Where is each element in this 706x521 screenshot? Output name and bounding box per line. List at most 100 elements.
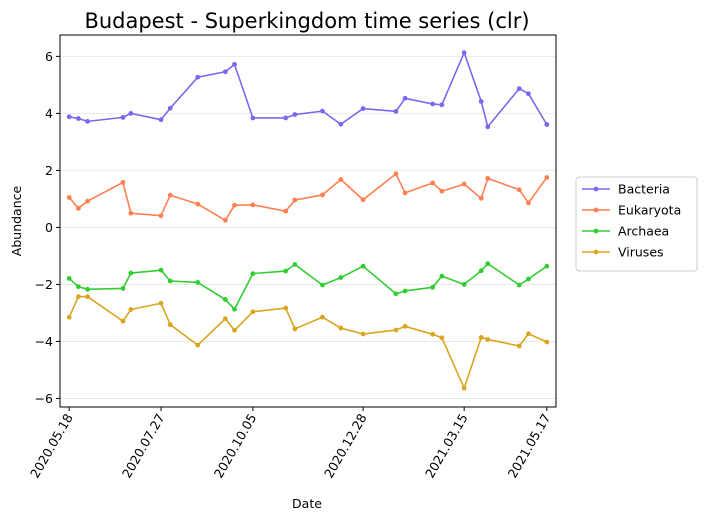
- data-point-bacteria: [360, 106, 366, 111]
- data-point-bacteria: [439, 102, 445, 108]
- data-point-archaea: [85, 286, 90, 292]
- data-point-eukaryota: [402, 190, 408, 196]
- data-point-bacteria: [195, 74, 201, 80]
- series-viruses: [66, 294, 550, 391]
- y-tick-label: −2: [35, 277, 53, 292]
- data-point-archaea: [292, 262, 298, 267]
- data-point-bacteria: [544, 122, 550, 127]
- data-point-bacteria: [461, 50, 467, 56]
- data-point-archaea: [461, 282, 467, 287]
- x-tick-label: 2021.03.15: [422, 411, 471, 480]
- data-point-viruses: [283, 305, 289, 311]
- data-point-eukaryota: [360, 197, 366, 203]
- data-point-bacteria: [120, 114, 126, 120]
- y-axis-label: Abundance: [9, 185, 24, 256]
- data-point-eukaryota: [526, 200, 531, 206]
- data-point-archaea: [544, 263, 550, 269]
- data-point-eukaryota: [461, 181, 467, 187]
- data-point-bacteria: [526, 91, 531, 97]
- x-axis: 2020.05.18 2020.07.27 2020.10.05 2020.12.28…: [27, 407, 553, 480]
- data-point-eukaryota: [430, 180, 436, 186]
- data-point-eukaryota: [128, 210, 134, 216]
- data-point-viruses: [222, 316, 228, 322]
- legend-marker-bacteria: [593, 186, 599, 192]
- data-point-eukaryota: [292, 197, 298, 203]
- x-tick-label: 2020.10.05: [211, 411, 260, 480]
- x-tick-label: 2020.12.28: [321, 411, 370, 481]
- plot-frame: [59, 34, 557, 408]
- data-point-eukaryota: [544, 175, 550, 180]
- data-point-bacteria: [516, 86, 522, 91]
- data-point-bacteria: [167, 105, 173, 111]
- data-point-archaea: [338, 275, 344, 280]
- data-point-viruses: [402, 323, 408, 329]
- data-point-bacteria: [128, 110, 134, 116]
- data-point-archaea: [402, 288, 408, 294]
- data-point-viruses: [250, 309, 256, 315]
- data-point-viruses: [439, 335, 445, 341]
- data-point-archaea: [195, 280, 201, 285]
- data-point-eukaryota: [222, 217, 228, 223]
- data-point-eukaryota: [439, 188, 445, 194]
- data-point-archaea: [66, 276, 72, 281]
- data-point-eukaryota: [195, 201, 201, 207]
- data-point-archaea: [167, 278, 173, 284]
- data-point-bacteria: [75, 116, 81, 121]
- data-point-archaea: [158, 267, 164, 273]
- legend-label-bacteria: Bacteria: [618, 182, 670, 197]
- series-layer: [66, 50, 550, 391]
- series-line-archaea: [68, 262, 548, 311]
- series-bacteria: [66, 50, 550, 130]
- y-tick-label: −6: [35, 391, 53, 406]
- data-point-archaea: [516, 282, 522, 288]
- data-point-viruses: [195, 342, 201, 348]
- data-point-eukaryota: [283, 208, 289, 214]
- data-point-archaea: [478, 268, 484, 274]
- legend-marker-eukaryota: [593, 207, 599, 213]
- data-point-viruses: [526, 331, 531, 337]
- data-point-bacteria: [430, 101, 436, 107]
- data-point-viruses: [66, 314, 72, 320]
- data-point-eukaryota: [167, 192, 173, 198]
- series-archaea: [66, 261, 550, 312]
- data-point-viruses: [544, 339, 550, 345]
- data-point-viruses: [232, 327, 237, 333]
- data-point-viruses: [478, 335, 484, 340]
- gridlines: [60, 55, 556, 399]
- data-point-viruses: [360, 331, 366, 337]
- chart-title: Budapest - Superkingdom time series (clr…: [84, 9, 529, 33]
- data-point-archaea: [120, 286, 126, 291]
- legend-marker-archaea: [593, 228, 599, 234]
- data-point-bacteria: [85, 118, 90, 124]
- data-point-bacteria: [478, 99, 484, 104]
- data-point-archaea: [430, 284, 436, 290]
- y-tick-label: 6: [45, 49, 53, 64]
- y-tick-label: −4: [35, 334, 53, 349]
- legend-marker-viruses: [593, 249, 599, 255]
- data-point-viruses: [128, 307, 134, 312]
- data-point-archaea: [485, 261, 491, 267]
- x-tick-label: 2020.05.18: [27, 411, 76, 481]
- x-axis-label: Date: [292, 496, 322, 511]
- data-point-bacteria: [393, 108, 399, 114]
- data-point-viruses: [461, 385, 467, 391]
- data-point-bacteria: [338, 121, 344, 127]
- data-point-viruses: [292, 326, 298, 332]
- data-point-viruses: [338, 325, 344, 331]
- data-point-eukaryota: [516, 187, 522, 193]
- legend-label-viruses: Viruses: [618, 245, 664, 260]
- data-point-bacteria: [402, 95, 408, 101]
- data-point-archaea: [439, 273, 445, 279]
- data-point-bacteria: [66, 114, 72, 120]
- data-point-bacteria: [292, 112, 298, 117]
- data-point-eukaryota: [320, 192, 325, 198]
- data-point-eukaryota: [66, 195, 72, 200]
- legend: Bacteria Eukaryota Archaea Viruses: [575, 176, 698, 272]
- legend-label-eukaryota: Eukaryota: [618, 203, 681, 218]
- series-line-bacteria: [69, 51, 548, 128]
- data-point-eukaryota: [338, 177, 344, 182]
- data-point-viruses: [320, 314, 325, 320]
- data-point-eukaryota: [393, 171, 399, 177]
- data-point-eukaryota: [478, 195, 484, 201]
